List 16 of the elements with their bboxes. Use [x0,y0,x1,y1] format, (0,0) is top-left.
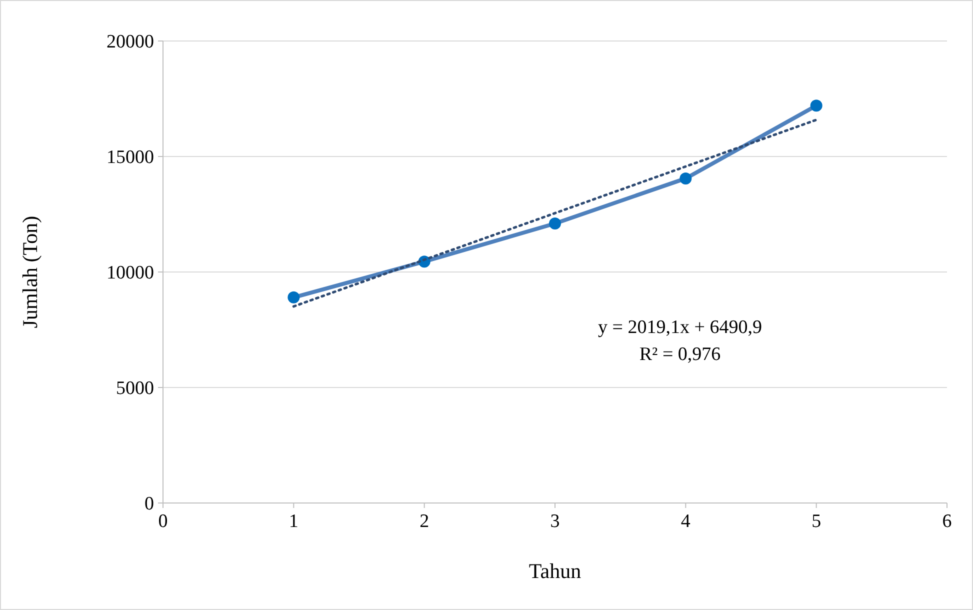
y-tick-label: 0 [144,494,154,515]
y-tick-label: 15000 [106,147,154,168]
annotation: y = 2019,1x + 6490,9 [598,317,762,338]
x-tick-label: 1 [288,511,298,532]
x-tick-label: 3 [550,511,560,532]
x-tick-label: 0 [158,511,168,532]
y-axis-title: Jumlah (Ton) [18,216,42,328]
x-tick-label: 2 [420,511,430,532]
x-axis-title: Tahun [528,559,582,583]
x-tick-label: 5 [812,511,822,532]
x-tick-label: 4 [680,511,691,532]
y-tick-label: 5000 [116,378,154,400]
annotation: R² = 0,976 [639,344,721,365]
y-tick-label: 10000 [106,262,154,284]
y-tick-label: 20000 [106,32,154,53]
x-tick-label: 6 [942,511,952,532]
